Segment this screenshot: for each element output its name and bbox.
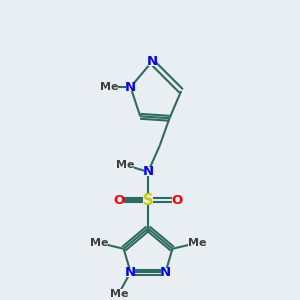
FancyBboxPatch shape [110, 289, 128, 298]
FancyBboxPatch shape [188, 238, 206, 247]
Text: N: N [125, 81, 136, 94]
Text: O: O [113, 194, 124, 207]
FancyBboxPatch shape [100, 83, 118, 92]
Text: Me: Me [188, 238, 206, 248]
Text: N: N [146, 55, 158, 68]
FancyBboxPatch shape [144, 167, 152, 176]
FancyBboxPatch shape [91, 238, 108, 247]
Text: Me: Me [116, 160, 135, 170]
FancyBboxPatch shape [126, 83, 135, 92]
FancyBboxPatch shape [114, 195, 124, 205]
FancyBboxPatch shape [117, 160, 134, 169]
Text: O: O [172, 194, 183, 207]
FancyBboxPatch shape [161, 268, 170, 277]
Text: N: N [160, 266, 171, 279]
FancyBboxPatch shape [148, 57, 156, 66]
FancyBboxPatch shape [172, 195, 182, 205]
Text: Me: Me [110, 289, 128, 298]
FancyBboxPatch shape [126, 268, 135, 277]
Text: Me: Me [100, 82, 118, 92]
Text: Me: Me [90, 238, 109, 248]
Text: N: N [142, 165, 154, 178]
FancyBboxPatch shape [143, 195, 153, 205]
Text: N: N [125, 266, 136, 279]
Text: S: S [143, 193, 153, 208]
